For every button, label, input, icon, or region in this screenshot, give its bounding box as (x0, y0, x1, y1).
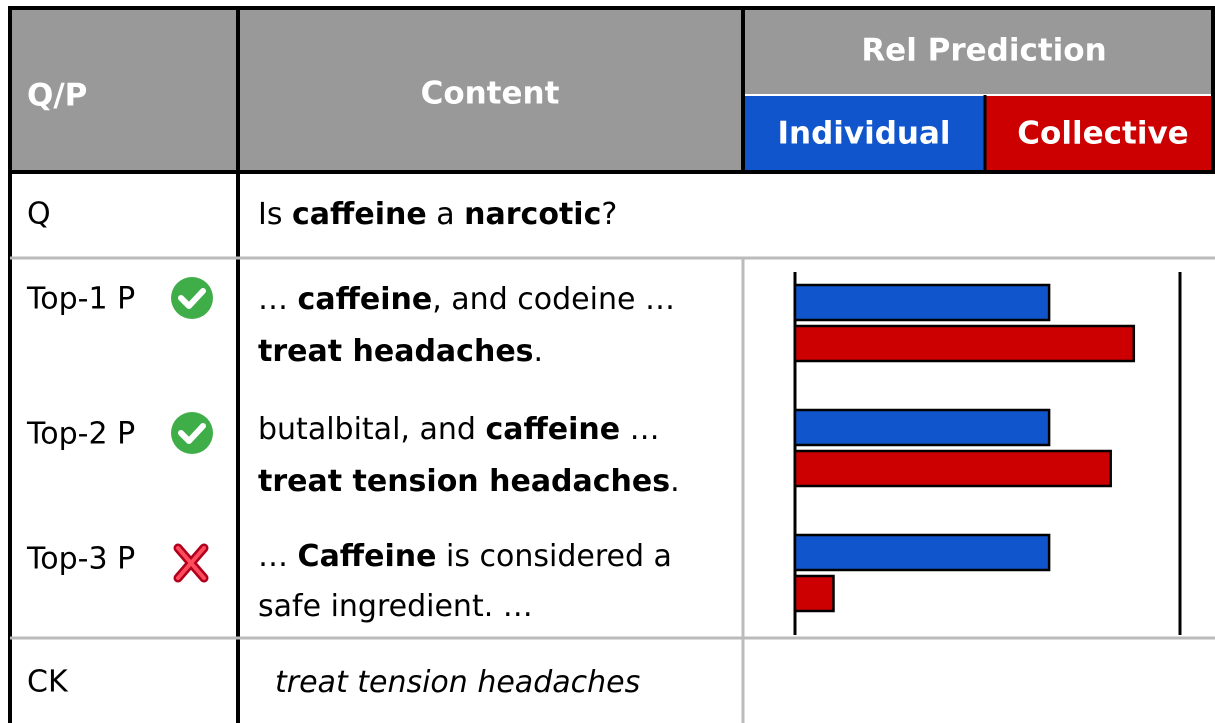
row-label: Top-1 P (26, 282, 135, 317)
content-header: Content (421, 76, 560, 112)
bar (793, 574, 835, 613)
bar (793, 449, 1112, 488)
content-line: treat tension headaches (275, 665, 640, 700)
row-label: Q (27, 197, 51, 232)
bar (793, 408, 1051, 447)
bar (793, 324, 1136, 363)
content-segment: treat tension headaches (258, 464, 670, 499)
content-line: Is caffeine a narcotic? (258, 197, 617, 232)
bar (793, 283, 1051, 322)
content-segment: . (670, 464, 680, 499)
content-segment: Caffeine (298, 539, 437, 574)
row-label: Top-3 P (26, 542, 135, 577)
content-segment: is considered a (436, 539, 671, 574)
content-line: treat tension headaches. (258, 464, 680, 499)
individual-header: Individual (777, 116, 950, 152)
row-label: CK (27, 665, 69, 700)
content-line: treat headaches. (258, 334, 543, 369)
rel-prediction-header: Rel Prediction (861, 33, 1106, 69)
content-segment: … (258, 539, 298, 574)
content-segment: caffeine (292, 197, 427, 232)
content-line: safe ingredient. … (258, 589, 533, 624)
content-segment: ? (601, 197, 617, 232)
correct-icon (171, 277, 213, 319)
qp-header: Q/P (27, 78, 87, 114)
content-segment: narcotic (464, 197, 601, 232)
content-segment: treat tension headaches (275, 665, 640, 700)
content-segment: Is (258, 197, 292, 232)
content-line: … caffeine, and codeine … (258, 282, 675, 317)
content-segment: , and codeine … (432, 282, 675, 317)
content-segment: a (427, 197, 464, 232)
content-segment: caffeine (298, 282, 433, 317)
content-segment: caffeine (485, 412, 620, 447)
content-segment: safe ingredient. … (258, 589, 533, 624)
content-segment: butalbital, and (258, 412, 485, 447)
individual-header-bg (743, 95, 985, 172)
content-segment: … (620, 412, 660, 447)
bar (793, 533, 1051, 572)
content-segment: . (534, 334, 544, 369)
collective-header-bg (985, 95, 1215, 172)
content-segment: treat headaches (258, 334, 534, 369)
content-segment: … (258, 282, 298, 317)
content-line: … Caffeine is considered a (258, 539, 672, 574)
incorrect-icon (173, 543, 209, 583)
content-line: butalbital, and caffeine … (258, 412, 660, 447)
row-label: Top-2 P (26, 417, 135, 452)
correct-icon (171, 412, 213, 454)
collective-header: Collective (1017, 116, 1188, 152)
